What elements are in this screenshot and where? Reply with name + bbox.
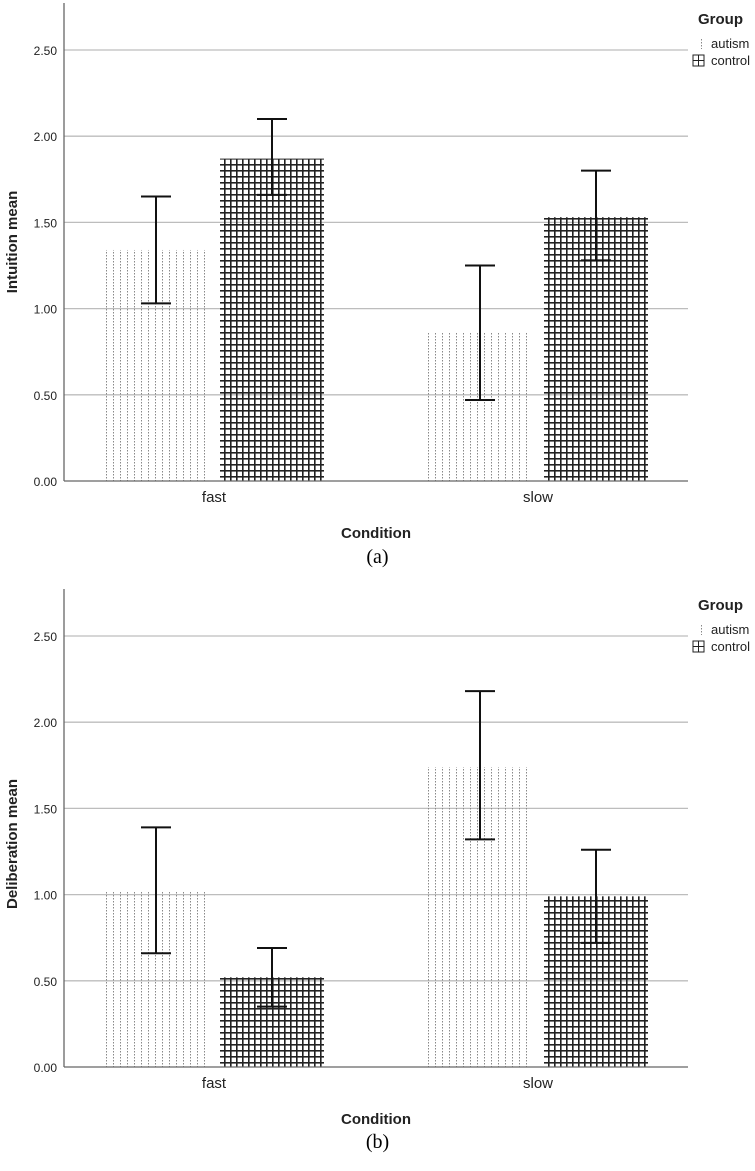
y-tick-label: 2.50 <box>34 630 58 644</box>
legend-label-autism: autism <box>711 36 749 51</box>
x-tick-label: slow <box>523 1075 553 1092</box>
y-tick-label: 1.50 <box>34 802 58 816</box>
legend-swatch-control-icon <box>692 54 705 67</box>
legend-label-control: control <box>711 53 750 68</box>
intuition-chart-svg: 0.00 0.50 1.00 1.50 2.00 2.50 fast slow Conditio… <box>4 3 750 542</box>
y-tick-label: 1.50 <box>34 216 58 230</box>
y-tick-label: 2.50 <box>34 44 58 58</box>
x-axis-title: Condition <box>341 1111 411 1128</box>
y-tick-label: 0.00 <box>34 475 58 489</box>
intuition-chart: 0.00 0.50 1.00 1.50 2.00 2.50 fast slow Conditio… <box>0 0 755 580</box>
legend-title: Group <box>698 597 743 614</box>
x-axis-title: Condition <box>341 525 411 542</box>
y-tick-label: 0.00 <box>34 1061 58 1075</box>
legend-swatch-autism-icon <box>698 624 708 635</box>
x-tick-label: fast <box>202 1075 227 1092</box>
x-tick-label: fast <box>202 489 227 506</box>
bar-control-fast <box>220 158 324 481</box>
caption-a: (a) <box>366 546 389 568</box>
y-tick-label: 1.00 <box>34 303 58 317</box>
y-axis-title: Deliberation mean <box>4 779 21 909</box>
y-tick-label: 1.00 <box>34 889 58 903</box>
y-tick-label: 2.00 <box>34 716 58 730</box>
y-tick-label: 0.50 <box>34 389 58 403</box>
legend-title: Group <box>698 11 743 28</box>
legend-swatch-autism-icon <box>698 38 708 49</box>
deliberation-chart-svg: 0.00 0.50 1.00 1.50 2.00 2.50 fast slow Conditio… <box>4 589 750 1128</box>
y-tick-label: 0.50 <box>34 975 58 989</box>
legend-label-control: control <box>711 639 750 654</box>
caption-b: (b) <box>365 1131 390 1153</box>
y-axis-title: Intuition mean <box>4 191 21 294</box>
x-tick-label: slow <box>523 489 553 506</box>
legend-label-autism: autism <box>711 622 749 637</box>
y-tick-label: 2.00 <box>34 130 58 144</box>
deliberation-chart: 0.00 0.50 1.00 1.50 2.00 2.50 fast slow Conditio… <box>0 586 755 1166</box>
legend-swatch-control-icon <box>692 640 705 653</box>
